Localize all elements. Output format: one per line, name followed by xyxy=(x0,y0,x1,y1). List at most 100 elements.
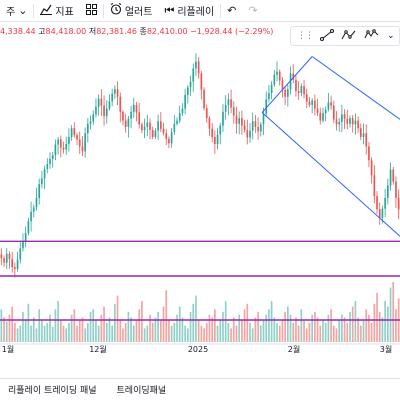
legend-high-label: 고 xyxy=(38,27,46,36)
volume-bar xyxy=(200,325,203,342)
candle-body xyxy=(346,118,349,124)
volume-bar xyxy=(324,322,327,342)
volume-bar xyxy=(346,322,349,342)
candle-body xyxy=(357,120,359,129)
volume-bar xyxy=(27,303,30,342)
candle-body xyxy=(343,114,346,119)
candle-body xyxy=(392,169,395,182)
volume-bar xyxy=(184,325,186,342)
x-tick-label: 2025 xyxy=(188,345,208,354)
alert-button[interactable]: 얼러트 xyxy=(104,0,159,22)
tab-replay-trading-panel[interactable]: 리플레이 트레이딩 패널 xyxy=(8,386,97,396)
volume-bar xyxy=(143,328,146,342)
volume-bar xyxy=(278,325,281,342)
volume-bar xyxy=(135,320,138,342)
undo-button[interactable]: ↶ xyxy=(221,0,242,22)
volume-bar xyxy=(195,295,197,342)
x-tick-label: 12월 xyxy=(89,344,107,354)
volume-bar xyxy=(351,306,354,342)
volume-bar xyxy=(3,317,5,342)
candle-body xyxy=(173,123,176,132)
volume-bar xyxy=(165,290,168,342)
volume-bar xyxy=(14,322,16,342)
volume-bar xyxy=(273,317,276,342)
volume-bar xyxy=(24,320,27,342)
candle-body xyxy=(259,124,262,132)
candle-body xyxy=(327,102,330,110)
candle-body xyxy=(108,101,111,109)
templates-icon xyxy=(85,3,97,18)
candle-body xyxy=(297,91,300,93)
legend-change: −1,928.44 (−2.29%) xyxy=(190,27,274,36)
volume-bar xyxy=(303,320,305,342)
candle-body xyxy=(43,169,46,179)
volume-bar xyxy=(216,325,219,342)
volume-bar xyxy=(341,314,343,342)
legend-high: 84,418.00 xyxy=(45,27,87,36)
volume-bar xyxy=(22,312,24,342)
candle-body xyxy=(265,99,268,114)
candle-body xyxy=(395,181,397,198)
volume-bar xyxy=(176,314,178,342)
volume-bar xyxy=(159,320,162,342)
volume-bar xyxy=(192,303,195,342)
candle-body xyxy=(284,89,286,97)
volume-bar xyxy=(281,320,284,342)
volume-bar xyxy=(111,325,113,342)
interval-label: 주 xyxy=(6,7,16,18)
price-chart[interactable]: 1월 12월 2025 2월 3월 xyxy=(0,46,400,378)
candle-body xyxy=(73,128,76,136)
candle-body xyxy=(257,126,259,132)
volume-bar xyxy=(197,320,200,342)
volume-bar xyxy=(276,322,278,342)
candle-body xyxy=(135,104,138,113)
volume-bar xyxy=(289,314,292,342)
indicators-button[interactable]: 지표 xyxy=(34,0,79,22)
volume-bar xyxy=(224,301,227,342)
volume-bar xyxy=(5,321,8,342)
pattern-icon[interactable] xyxy=(341,29,357,44)
volume-bar xyxy=(59,320,62,342)
tab-trading-panel[interactable]: 트레이딩패널 xyxy=(116,386,167,396)
volume-bar xyxy=(219,320,222,342)
candle-body xyxy=(65,143,68,150)
volume-bar xyxy=(146,325,149,342)
candle-body xyxy=(14,267,16,269)
candle-body xyxy=(224,104,227,112)
redo-button[interactable]: ↷ xyxy=(242,0,263,22)
volume-bar xyxy=(238,314,241,342)
candle-body xyxy=(208,118,211,129)
volume-bar xyxy=(257,312,259,342)
interval-dropdown[interactable]: 주 ⌄ xyxy=(0,0,33,22)
elliott-wave-icon[interactable] xyxy=(364,28,380,44)
candle-body xyxy=(238,118,241,124)
candle-body xyxy=(176,120,178,124)
volume-bar xyxy=(362,320,365,342)
candle-body xyxy=(303,86,305,95)
volume-bar xyxy=(132,325,135,342)
candle-body xyxy=(319,113,322,121)
volume-bar xyxy=(308,322,311,342)
trendline-icon[interactable] xyxy=(320,28,334,44)
candle-body xyxy=(205,108,208,119)
volume-bar xyxy=(297,325,300,342)
chevron-down-icon: ⌄ xyxy=(18,4,28,17)
candle-body xyxy=(62,147,65,150)
candle-body xyxy=(295,79,297,92)
volume-bar xyxy=(262,320,265,342)
volume-bar xyxy=(311,314,313,342)
candle-body xyxy=(308,101,311,105)
volume-bar xyxy=(370,322,373,342)
templates-button[interactable] xyxy=(80,0,103,22)
volume-bar xyxy=(89,312,92,342)
replay-label: 리플레이 xyxy=(177,7,215,18)
legend-close-label: 종 xyxy=(139,27,147,36)
drag-handle-icon[interactable]: ⋮⋮ xyxy=(297,31,314,41)
volume-bar xyxy=(149,314,151,342)
candle-body xyxy=(192,68,195,82)
volume-bar xyxy=(235,325,238,342)
replay-button[interactable]: ⏮ 리플레이 xyxy=(158,0,220,22)
more-icon[interactable]: ⌄ xyxy=(387,31,395,41)
candle-body xyxy=(149,122,151,131)
candle-body xyxy=(111,93,113,102)
